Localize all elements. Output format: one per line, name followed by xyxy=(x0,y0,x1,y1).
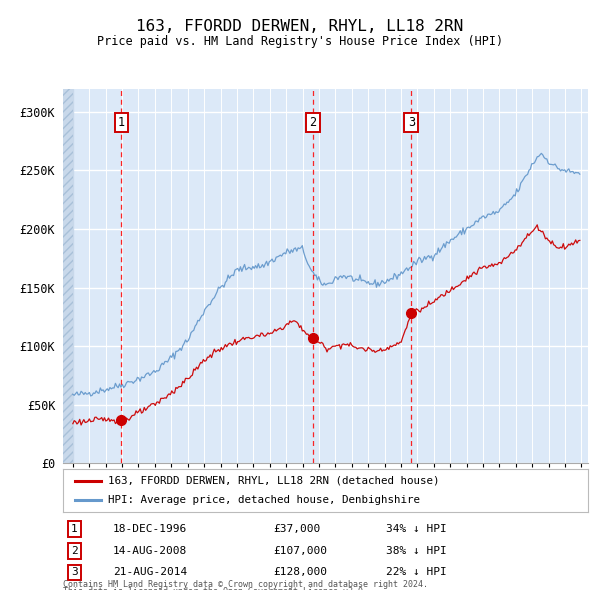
Text: 2: 2 xyxy=(71,546,78,556)
Text: 3: 3 xyxy=(408,116,415,129)
Text: Price paid vs. HM Land Registry's House Price Index (HPI): Price paid vs. HM Land Registry's House … xyxy=(97,35,503,48)
Text: 163, FFORDD DERWEN, RHYL, LL18 2RN: 163, FFORDD DERWEN, RHYL, LL18 2RN xyxy=(136,19,464,34)
Bar xyxy=(63,88,73,463)
Text: 1: 1 xyxy=(71,525,78,535)
Text: 22% ↓ HPI: 22% ↓ HPI xyxy=(386,568,446,578)
Text: 163, FFORDD DERWEN, RHYL, LL18 2RN (detached house): 163, FFORDD DERWEN, RHYL, LL18 2RN (deta… xyxy=(107,476,439,486)
Text: 21-AUG-2014: 21-AUG-2014 xyxy=(113,568,187,578)
Text: 3: 3 xyxy=(71,568,78,578)
Text: 18-DEC-1996: 18-DEC-1996 xyxy=(113,525,187,535)
Bar xyxy=(63,88,73,463)
Text: £107,000: £107,000 xyxy=(273,546,327,556)
Text: Contains HM Land Registry data © Crown copyright and database right 2024.: Contains HM Land Registry data © Crown c… xyxy=(63,580,428,589)
Text: This data is licensed under the Open Government Licence v3.0.: This data is licensed under the Open Gov… xyxy=(63,587,368,590)
Text: £128,000: £128,000 xyxy=(273,568,327,578)
Text: 38% ↓ HPI: 38% ↓ HPI xyxy=(386,546,446,556)
Text: 34% ↓ HPI: 34% ↓ HPI xyxy=(386,525,446,535)
Text: 14-AUG-2008: 14-AUG-2008 xyxy=(113,546,187,556)
Text: £37,000: £37,000 xyxy=(273,525,320,535)
Text: HPI: Average price, detached house, Denbighshire: HPI: Average price, detached house, Denb… xyxy=(107,495,419,505)
Text: 2: 2 xyxy=(309,116,316,129)
Text: 1: 1 xyxy=(118,116,125,129)
